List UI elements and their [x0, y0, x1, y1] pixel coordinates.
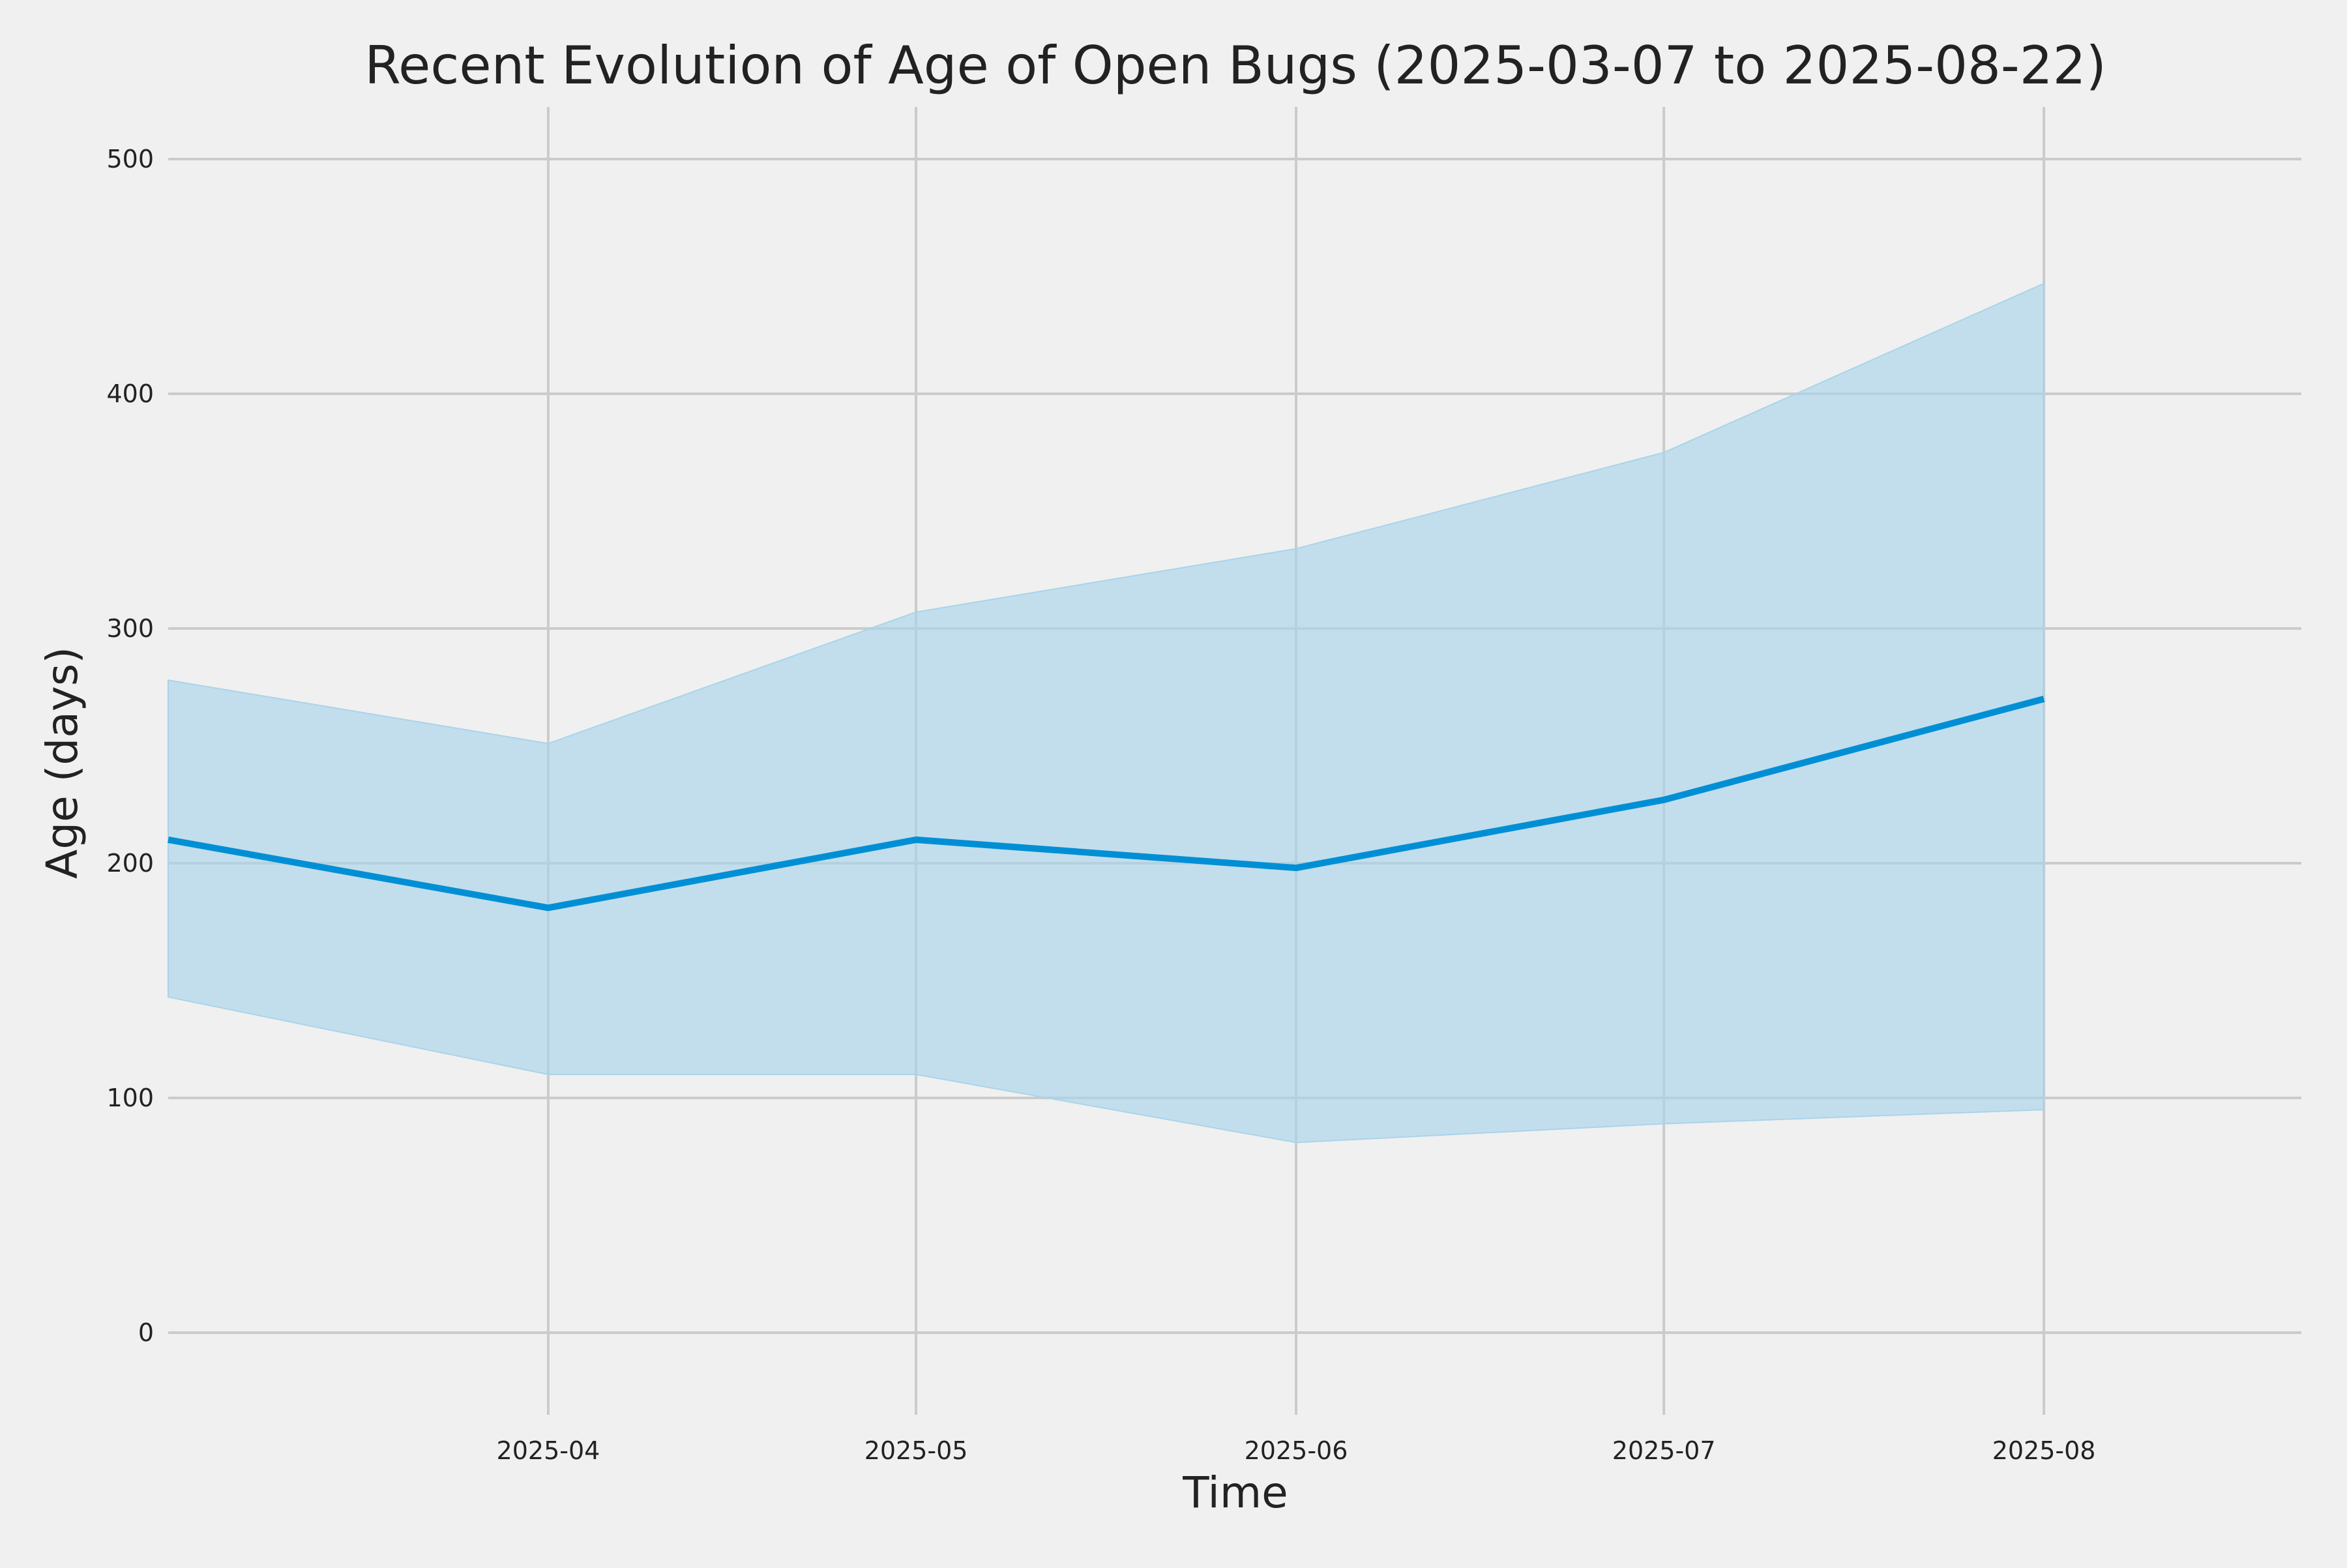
y-tick-label: 200 [106, 849, 154, 878]
x-tick-label: 2025-04 [497, 1436, 600, 1465]
y-tick-label: 400 [106, 379, 154, 408]
x-tick-label: 2025-05 [864, 1436, 968, 1465]
y-axis-label: Age (days) [37, 647, 87, 879]
confidence-band-layer [168, 282, 2045, 1144]
data-point [1293, 865, 1299, 871]
y-tick-label: 300 [106, 614, 154, 643]
series-line-layer [165, 696, 2047, 911]
y-tick-labels: 0 100 200 300 400 500 [106, 145, 154, 1347]
data-point [2041, 696, 2047, 702]
x-tick-labels: 2025-04 2025-05 2025-06 2025-07 2025-08 [497, 1436, 2096, 1465]
x-tick-label: 2025-07 [1612, 1436, 1716, 1465]
x-axis-label: Time [1182, 1468, 1288, 1518]
chart-title: Recent Evolution of Age of Open Bugs (20… [364, 35, 2106, 96]
series-line [168, 696, 2045, 911]
x-tick-label: 2025-06 [1245, 1436, 1348, 1465]
x-tick-label: 2025-08 [1992, 1436, 2096, 1465]
y-tick-label: 500 [106, 145, 154, 173]
y-tick-label: 0 [138, 1318, 154, 1347]
y-tick-label: 100 [106, 1084, 154, 1112]
data-point [1661, 797, 1667, 803]
data-point [913, 836, 919, 843]
data-point [545, 904, 552, 911]
confidence-band [168, 282, 2045, 1144]
data-point [165, 836, 171, 843]
